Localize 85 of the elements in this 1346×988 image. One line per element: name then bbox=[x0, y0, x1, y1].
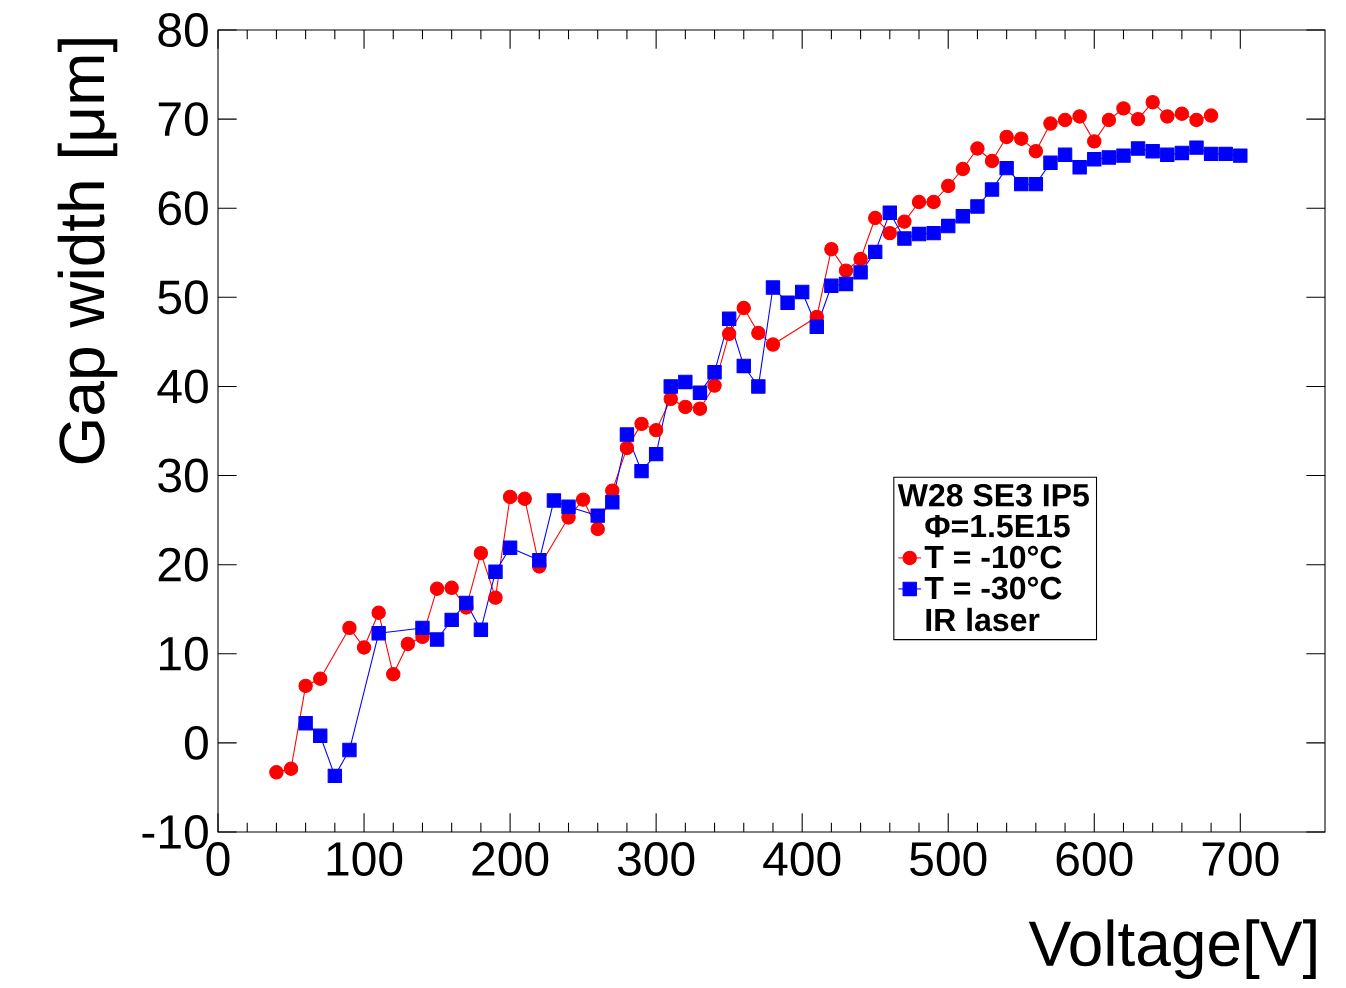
y-tick-label: 10 bbox=[160, 636, 208, 671]
point bbox=[1130, 141, 1146, 156]
point bbox=[780, 295, 795, 310]
point bbox=[1101, 150, 1117, 165]
point bbox=[970, 199, 985, 214]
point bbox=[765, 280, 781, 295]
x-tick-label: 400 bbox=[763, 842, 841, 877]
y-axis-title: Gap width [μm] bbox=[57, 39, 118, 464]
point bbox=[838, 276, 854, 292]
y-tick-label: 30 bbox=[158, 458, 208, 493]
point bbox=[955, 209, 971, 224]
point bbox=[984, 182, 1000, 197]
point bbox=[546, 493, 562, 508]
point bbox=[911, 226, 927, 242]
point bbox=[327, 768, 343, 784]
point bbox=[1087, 152, 1102, 167]
point bbox=[721, 311, 737, 326]
point bbox=[1043, 155, 1058, 170]
point bbox=[1218, 146, 1233, 162]
point bbox=[473, 622, 489, 637]
point bbox=[371, 626, 386, 641]
legend-label: T = -30°C bbox=[924, 576, 1062, 600]
x-tick-label: 700 bbox=[1202, 842, 1279, 877]
point bbox=[678, 374, 693, 390]
point bbox=[882, 205, 898, 220]
point bbox=[809, 319, 824, 334]
y-tick-label: 0 bbox=[184, 725, 208, 760]
point bbox=[751, 379, 766, 394]
point bbox=[532, 552, 547, 568]
point bbox=[926, 225, 941, 241]
point bbox=[867, 244, 883, 260]
point bbox=[429, 632, 445, 647]
x-tick-label: 600 bbox=[1056, 842, 1133, 877]
legend-title: W28 SE3 IP5 bbox=[897, 483, 1089, 507]
point bbox=[853, 265, 868, 280]
point bbox=[648, 446, 664, 462]
y-tick-label: 70 bbox=[158, 102, 208, 137]
point bbox=[342, 742, 357, 758]
y-tick-label: 60 bbox=[158, 191, 208, 226]
point bbox=[590, 508, 605, 523]
point bbox=[999, 160, 1014, 176]
y-tick-label: 40 bbox=[157, 369, 208, 404]
y-tick-label: 50 bbox=[158, 280, 208, 315]
y-tick-label: -10 bbox=[142, 815, 208, 849]
point bbox=[1174, 145, 1190, 161]
x-tick-label: 500 bbox=[910, 842, 987, 877]
legend-label: T = -10°C bbox=[924, 545, 1062, 569]
point bbox=[561, 499, 576, 514]
point bbox=[313, 728, 328, 743]
point bbox=[1057, 147, 1073, 162]
point bbox=[1072, 160, 1087, 175]
point bbox=[897, 231, 912, 246]
point bbox=[444, 612, 459, 628]
point bbox=[415, 620, 430, 636]
x-tick-label: 200 bbox=[472, 842, 549, 877]
point bbox=[707, 364, 722, 380]
point bbox=[1203, 146, 1219, 162]
point bbox=[502, 540, 518, 555]
point bbox=[1160, 147, 1175, 162]
point bbox=[1028, 176, 1044, 192]
point bbox=[605, 495, 620, 510]
point bbox=[619, 427, 635, 442]
x-tick-label: 0 bbox=[206, 842, 230, 877]
point bbox=[1189, 140, 1204, 155]
y-tick-label: 80 bbox=[158, 13, 208, 47]
point bbox=[692, 385, 708, 400]
point bbox=[1116, 148, 1131, 163]
y-tick-label: 20 bbox=[158, 547, 208, 582]
point bbox=[794, 284, 810, 300]
point bbox=[488, 564, 503, 579]
x-axis-title: Voltage[V] bbox=[1028, 919, 1316, 980]
point bbox=[941, 218, 956, 234]
point bbox=[736, 358, 751, 374]
point bbox=[1145, 143, 1160, 159]
point bbox=[663, 379, 678, 394]
point bbox=[1233, 148, 1248, 163]
point bbox=[634, 463, 649, 479]
annotation: Φ=1.5E15 bbox=[925, 514, 1070, 538]
annotation: IR laser bbox=[926, 607, 1040, 632]
x-tick-label: 100 bbox=[327, 842, 403, 877]
x-tick-label: 300 bbox=[617, 842, 695, 877]
point bbox=[1014, 176, 1029, 192]
point bbox=[824, 278, 839, 293]
point bbox=[298, 716, 313, 731]
point bbox=[459, 595, 474, 611]
